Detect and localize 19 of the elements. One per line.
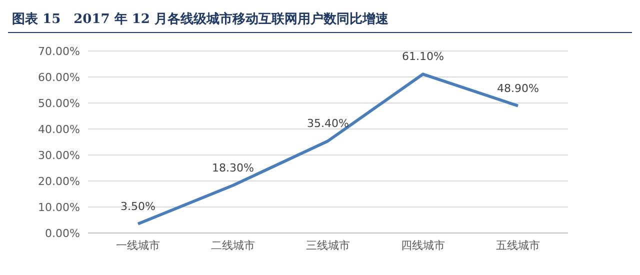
data-label: 61.10% [402,50,444,64]
data-label: 48.90% [497,82,539,95]
y-tick-label: 10.00% [38,200,80,214]
chart-title: 图表 15 2017 年 12 月各线级城市移动互联网用户数同比增速 [8,8,632,33]
y-tick-label: 0.00% [45,226,80,240]
x-tick-label: 一线城市 [116,238,160,252]
y-tick-label: 20.00% [38,174,80,188]
x-tick-label: 三线城市 [306,238,350,252]
x-tick-label: 二线城市 [211,238,255,252]
x-tick-label: 四线城市 [401,238,445,252]
y-tick-label: 50.00% [38,96,80,110]
data-label: 18.30% [212,161,254,174]
x-tick-label: 五线城市 [496,238,540,252]
y-tick-label: 70.00% [38,44,80,58]
y-tick-label: 60.00% [38,70,80,84]
data-label: 35.40% [307,116,349,130]
y-tick-label: 30.00% [38,148,80,162]
y-tick-label: 40.00% [38,122,80,136]
data-label: 3.50% [120,200,156,213]
